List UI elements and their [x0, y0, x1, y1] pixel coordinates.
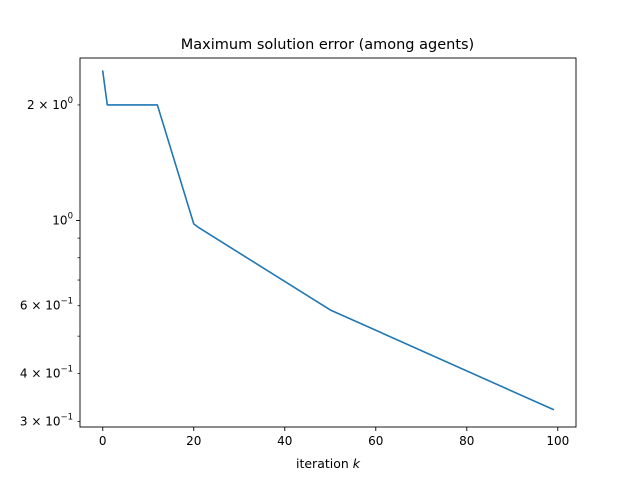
y-tick-label: 6 × 10−1: [20, 297, 73, 313]
chart-title: Maximum solution error (among agents): [181, 37, 474, 53]
series-line: [101, 70, 555, 411]
x-axis-label-variable: k: [353, 456, 361, 471]
x-axis-label-text: iteration: [296, 456, 353, 471]
x-tick-label: 80: [459, 434, 474, 448]
x-tick-label: 20: [186, 434, 201, 448]
y-tick-label: 3 × 10−1: [20, 412, 73, 428]
y-tick-label: 2 × 100: [27, 96, 73, 112]
plot-area: [79, 57, 577, 428]
x-axis-label: iteration k: [296, 456, 361, 471]
axis-ticks: 0 20 40 60 80 100 100 2 × 100 6 × 10−1 4 × 10−1 3 …: [20, 96, 569, 448]
x-tick-label: 40: [277, 434, 292, 448]
x-tick-label: 100: [546, 434, 569, 448]
x-tick-label: 0: [99, 434, 107, 448]
y-tick-label: 4 × 10−1: [20, 364, 73, 380]
x-tick-label: 60: [368, 434, 383, 448]
y-tick-label: 100: [52, 212, 73, 228]
